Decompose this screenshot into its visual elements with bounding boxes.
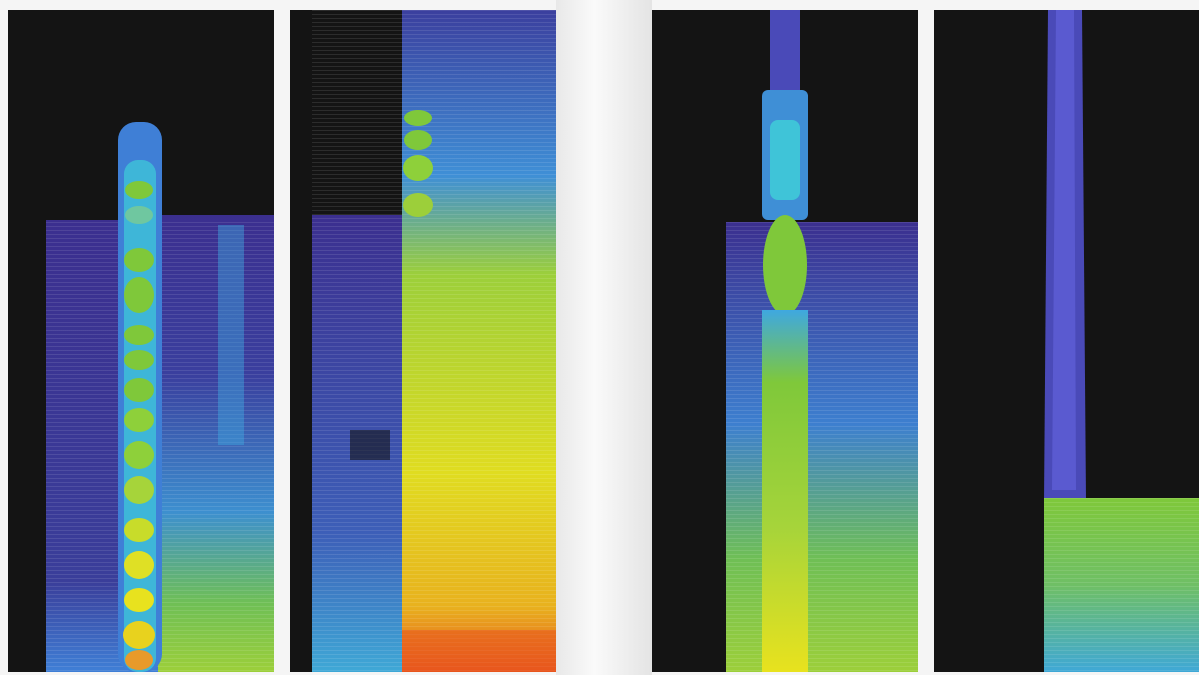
spectrogram-image-2 — [312, 10, 556, 672]
center-gutter — [556, 0, 652, 675]
spectrogram-panel-4 — [934, 10, 1199, 672]
spectrogram-image-3 — [726, 10, 918, 672]
spectrogram-image-1 — [46, 122, 274, 672]
spectrogram-panel-1 — [8, 10, 274, 672]
spectrogram-panel-3 — [652, 10, 918, 672]
spectrogram-panel-2 — [290, 10, 556, 672]
spectrogram-image-4 — [1044, 10, 1199, 672]
